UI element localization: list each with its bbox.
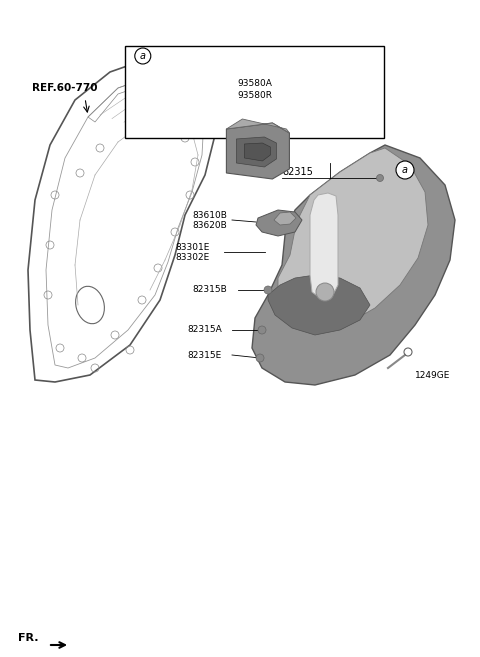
Polygon shape [227, 119, 289, 133]
Text: FR.: FR. [18, 633, 38, 643]
Polygon shape [268, 275, 370, 335]
Text: 83620B: 83620B [192, 221, 227, 231]
Text: 83910B: 83910B [317, 68, 352, 76]
Text: 93580R: 93580R [237, 91, 272, 101]
Polygon shape [236, 137, 276, 167]
Polygon shape [28, 58, 215, 382]
Polygon shape [248, 68, 283, 92]
Circle shape [256, 354, 264, 362]
Text: 83920B: 83920B [317, 78, 352, 87]
Circle shape [258, 326, 266, 334]
Circle shape [396, 161, 414, 179]
Text: a: a [140, 51, 146, 61]
Text: 82315E: 82315E [187, 350, 221, 359]
Polygon shape [256, 210, 302, 236]
Polygon shape [252, 145, 455, 385]
Bar [125, 46, 384, 138]
Text: 1249GE: 1249GE [415, 371, 450, 380]
Text: 93580A: 93580A [237, 79, 272, 89]
Circle shape [316, 283, 334, 301]
Polygon shape [227, 123, 289, 179]
Text: 82315B: 82315B [192, 286, 227, 294]
Circle shape [135, 48, 151, 64]
Text: 82315A: 82315A [187, 325, 222, 334]
Text: 83610B: 83610B [192, 210, 227, 219]
Polygon shape [278, 148, 428, 332]
Text: 83302E: 83302E [175, 254, 209, 263]
Text: a: a [402, 165, 408, 175]
Text: 82315: 82315 [282, 167, 313, 177]
Text: 83301E: 83301E [175, 242, 209, 252]
Polygon shape [310, 193, 338, 298]
Polygon shape [274, 212, 296, 225]
Circle shape [376, 175, 384, 181]
Polygon shape [244, 143, 270, 161]
Text: REF.60-770: REF.60-770 [32, 83, 97, 93]
Circle shape [264, 286, 272, 294]
